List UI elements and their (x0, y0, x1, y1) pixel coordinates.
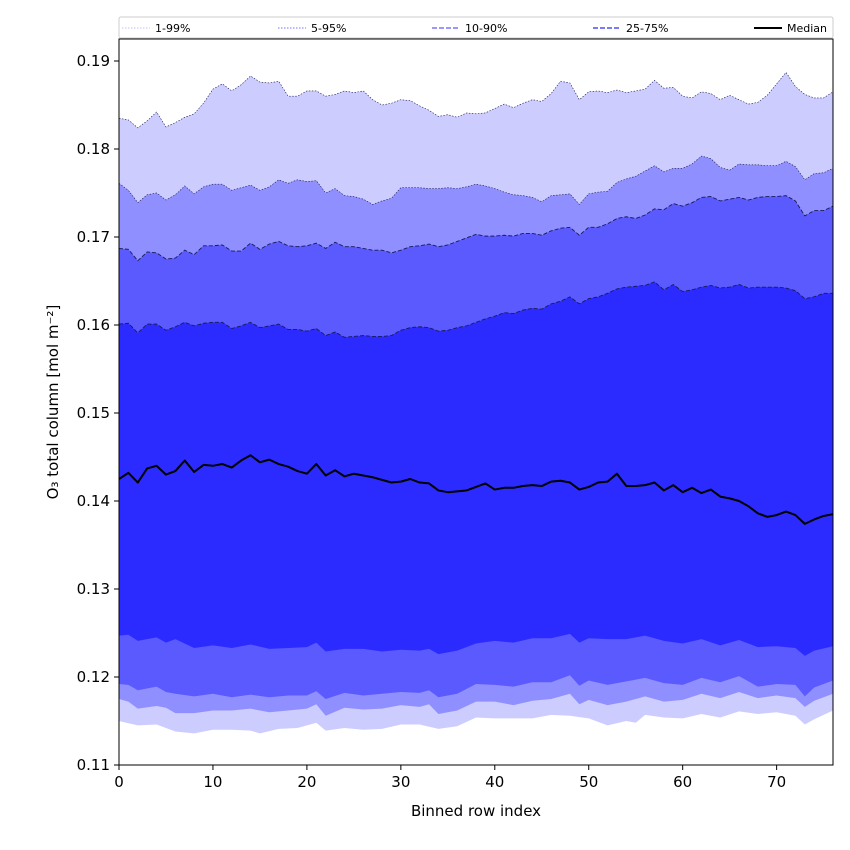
x-tick-label: 40 (485, 773, 504, 791)
x-tick-label: 0 (114, 773, 124, 791)
median-line (118, 454, 834, 525)
plot-frame (118, 38, 834, 766)
legend-label: 1-99% (155, 22, 190, 35)
legend: 1-99% 5-95% 10-90% 25-75% Median (118, 16, 834, 39)
y-tick-label: 0.13 (77, 580, 110, 598)
x-tick-label: 30 (391, 773, 410, 791)
band-edge-10-90pct (118, 195, 834, 262)
bands-layer (118, 71, 834, 734)
x-axis-label: Binned row index (411, 802, 541, 820)
legend-box (118, 16, 834, 39)
legend-label: 25-75% (626, 22, 668, 35)
legend-label: Median (787, 22, 827, 35)
x-tick-label: 60 (673, 773, 692, 791)
y-tick-label: 0.19 (77, 52, 110, 70)
y-tick-label: 0.14 (77, 492, 110, 510)
legend-label: 10-90% (465, 22, 507, 35)
y-tick-label: 0.12 (77, 668, 110, 686)
median-layer (118, 454, 834, 525)
y-tick-label: 0.15 (77, 404, 110, 422)
y-tick-label: 0.17 (77, 228, 110, 246)
x-tick-label: 70 (767, 773, 786, 791)
y-tick-label: 0.16 (77, 316, 110, 334)
band-edge-25-75pct (118, 281, 833, 338)
x-tick-label: 20 (297, 773, 316, 791)
axes: 0 10 20 30 40 50 60 70 0.11 0.12 0.13 0.14 0.15 0.16 0… (77, 38, 834, 791)
band-edge-5-95pct (118, 155, 834, 205)
x-tick-label: 10 (203, 773, 222, 791)
band-25-75pct (119, 281, 833, 656)
y-tick-label: 0.18 (77, 140, 110, 158)
legend-label: 5-95% (311, 22, 346, 35)
y-axis-label: O₃ total column [mol m⁻²] (44, 305, 62, 500)
x-tick-label: 50 (579, 773, 598, 791)
band-edge-1-99pct (118, 71, 834, 129)
y-tick-label: 0.11 (77, 756, 110, 774)
